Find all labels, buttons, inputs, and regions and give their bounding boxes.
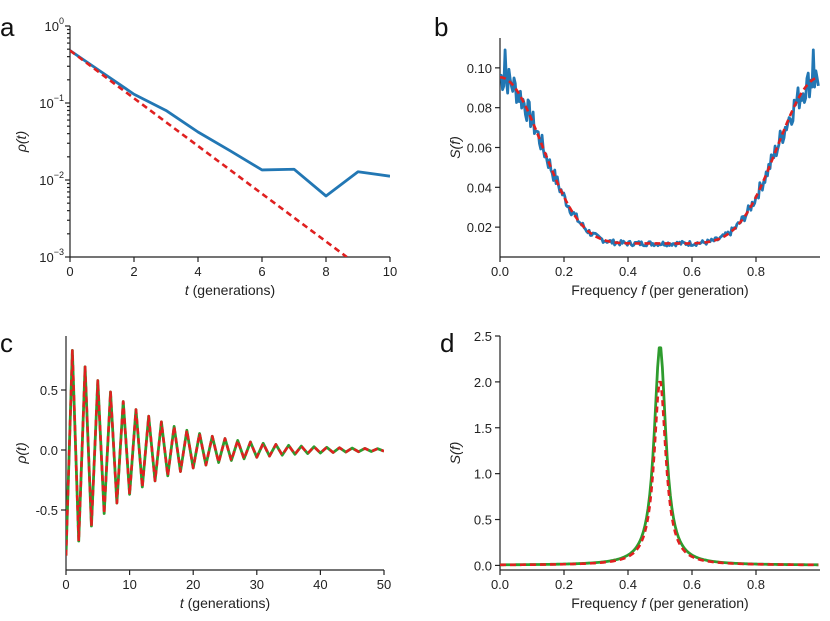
panel-b: b 0.0 0.2 0.4 0.6 0.8 0.02 0.04 0.06 0.08 0.10 Freq… bbox=[434, 12, 820, 298]
x-axis-label: Frequency f (per generation) bbox=[571, 282, 748, 298]
series-red-dashed bbox=[66, 349, 384, 556]
x-tick-label: 30 bbox=[250, 577, 264, 592]
y-tick-label: 100 bbox=[45, 16, 64, 34]
y-tick-label: 0.02 bbox=[467, 220, 492, 235]
x-axis-label: Frequency f (per generation) bbox=[571, 595, 748, 611]
panel-letter: d bbox=[440, 328, 454, 358]
y-tick-label: 0.0 bbox=[40, 443, 58, 458]
x-tick-label: 10 bbox=[122, 577, 136, 592]
panel-a: a 0 2 4 6 8 10 100 10−1 10−2 10−3 t (generations) ρ(… bbox=[0, 12, 397, 298]
y-tick-label: 10−2 bbox=[39, 170, 64, 188]
y-tick-label: 1.5 bbox=[474, 421, 492, 436]
x-tick-label: 0.4 bbox=[619, 577, 637, 592]
x-tick-label: 50 bbox=[377, 577, 391, 592]
panel-letter: a bbox=[0, 12, 15, 42]
y-tick-label: 0.08 bbox=[467, 101, 492, 116]
y-tick-label: -0.5 bbox=[36, 503, 58, 518]
series-red-dashed bbox=[500, 75, 819, 245]
series-blue-line bbox=[70, 49, 390, 198]
x-tick-label: 2 bbox=[130, 264, 137, 279]
x-tick-label: 0.6 bbox=[683, 264, 701, 279]
y-axis-label: S(f) bbox=[447, 136, 463, 159]
y-tick-label: 0.04 bbox=[467, 180, 492, 195]
x-tick-label: 0 bbox=[62, 577, 69, 592]
y-tick-label: 2.0 bbox=[474, 375, 492, 390]
y-tick-label: 10−1 bbox=[39, 93, 64, 111]
x-tick-label: 0.6 bbox=[683, 577, 701, 592]
x-tick-label: 0.8 bbox=[747, 577, 765, 592]
series-green-line bbox=[500, 346, 819, 567]
x-tick-label: 4 bbox=[194, 264, 201, 279]
y-axis-label: S(f) bbox=[447, 442, 463, 465]
y-tick-label: 0.0 bbox=[474, 558, 492, 573]
y-tick-label: 10−3 bbox=[39, 247, 64, 265]
series-blue-line bbox=[500, 48, 820, 248]
x-tick-label: 0.2 bbox=[555, 264, 573, 279]
panel-letter: c bbox=[0, 328, 13, 358]
x-tick-label: 8 bbox=[322, 264, 329, 279]
panel-c: c 0 10 20 30 40 50 -0.5 0.0 0.5 t (generations) ρ(t… bbox=[0, 328, 391, 611]
x-tick-label: 0.0 bbox=[491, 264, 509, 279]
x-tick-label: 0.8 bbox=[747, 264, 765, 279]
x-axis-label: t (generations) bbox=[185, 282, 275, 298]
y-axis-label: ρ(t) bbox=[13, 442, 29, 464]
y-tick-label: 1.0 bbox=[474, 467, 492, 482]
y-tick-label: 0.5 bbox=[474, 513, 492, 528]
x-axis-label: t (generations) bbox=[180, 595, 270, 611]
x-tick-label: 0.2 bbox=[555, 577, 573, 592]
panel-letter: b bbox=[434, 12, 448, 42]
x-tick-label: 0.0 bbox=[491, 577, 509, 592]
y-tick-label: 2.5 bbox=[474, 329, 492, 344]
x-tick-label: 20 bbox=[186, 577, 200, 592]
x-tick-label: 10 bbox=[383, 264, 397, 279]
series-red-dashed bbox=[500, 380, 819, 567]
x-tick-label: 0.4 bbox=[619, 264, 637, 279]
y-tick-label: 0.10 bbox=[467, 61, 492, 76]
x-tick-label: 0 bbox=[66, 264, 73, 279]
y-tick-label: 0.06 bbox=[467, 141, 492, 156]
x-tick-label: 6 bbox=[258, 264, 265, 279]
series-red-dashed bbox=[70, 49, 348, 257]
y-tick-label: 0.5 bbox=[40, 383, 58, 398]
panel-d: d 0.0 0.2 0.4 0.6 0.8 0.0 0.5 1.0 1.5 2.0 2.5 Freque… bbox=[440, 328, 820, 611]
x-tick-label: 40 bbox=[313, 577, 327, 592]
y-axis-label: ρ(t) bbox=[13, 131, 29, 153]
